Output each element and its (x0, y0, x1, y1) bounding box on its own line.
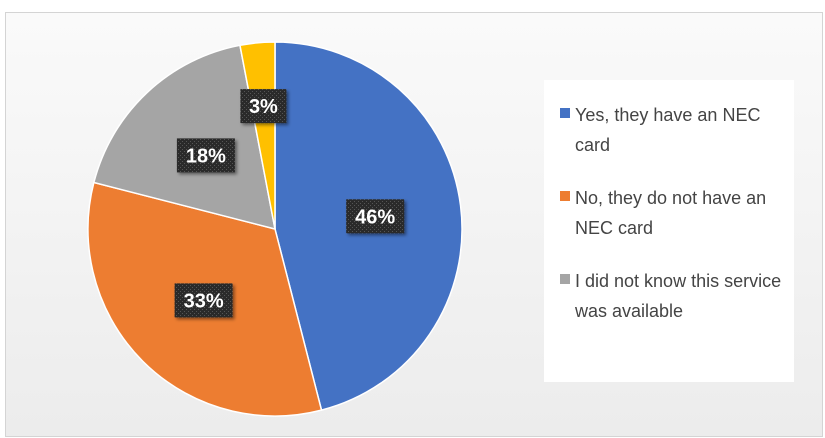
legend-entry-no[interactable]: No, they do not have an NEC card (560, 183, 788, 243)
pie-slice-i-did-not-know-this-service-was-available[interactable] (92, 44, 276, 231)
data-label-text: 46% (355, 206, 395, 228)
data-label-box (176, 138, 235, 173)
legend-swatch-no (560, 191, 570, 201)
data-label-4: 3% (240, 89, 287, 124)
legend-entry-yes[interactable]: Yes, they have an NEC card (560, 100, 788, 160)
legend-label-no: No, they do not have an NEC card (575, 188, 767, 238)
data-label-text: 18% (186, 145, 226, 167)
chart-area: 46% 33% 18% 3% Yes, they have an NEC card N… (5, 12, 823, 437)
legend-swatch-yes (560, 108, 570, 118)
legend-swatch-unaware (560, 274, 570, 284)
legend-label-yes: Yes, they have an NEC card (575, 105, 761, 155)
pie-slices (87, 41, 463, 417)
data-label-3: 18% (176, 138, 235, 173)
legend-entry-unaware[interactable]: I did not know this service was availabl… (560, 266, 788, 326)
data-label-2: 33% (174, 283, 233, 318)
pie-data-labels: 46% 33% 18% 3% (174, 89, 405, 318)
pie-slice-slice-4[interactable] (239, 41, 276, 230)
data-label-box (240, 89, 287, 124)
data-label-box (346, 199, 405, 234)
data-label-text: 3% (249, 96, 278, 118)
data-label-1: 46% (346, 199, 405, 234)
data-label-box (174, 283, 233, 318)
legend: Yes, they have an NEC card No, they do n… (544, 80, 794, 382)
data-label-text: 33% (184, 290, 224, 312)
legend-label-unaware: I did not know this service was availabl… (575, 271, 782, 321)
pie-chart: 46% 33% 18% 3% (87, 41, 463, 417)
